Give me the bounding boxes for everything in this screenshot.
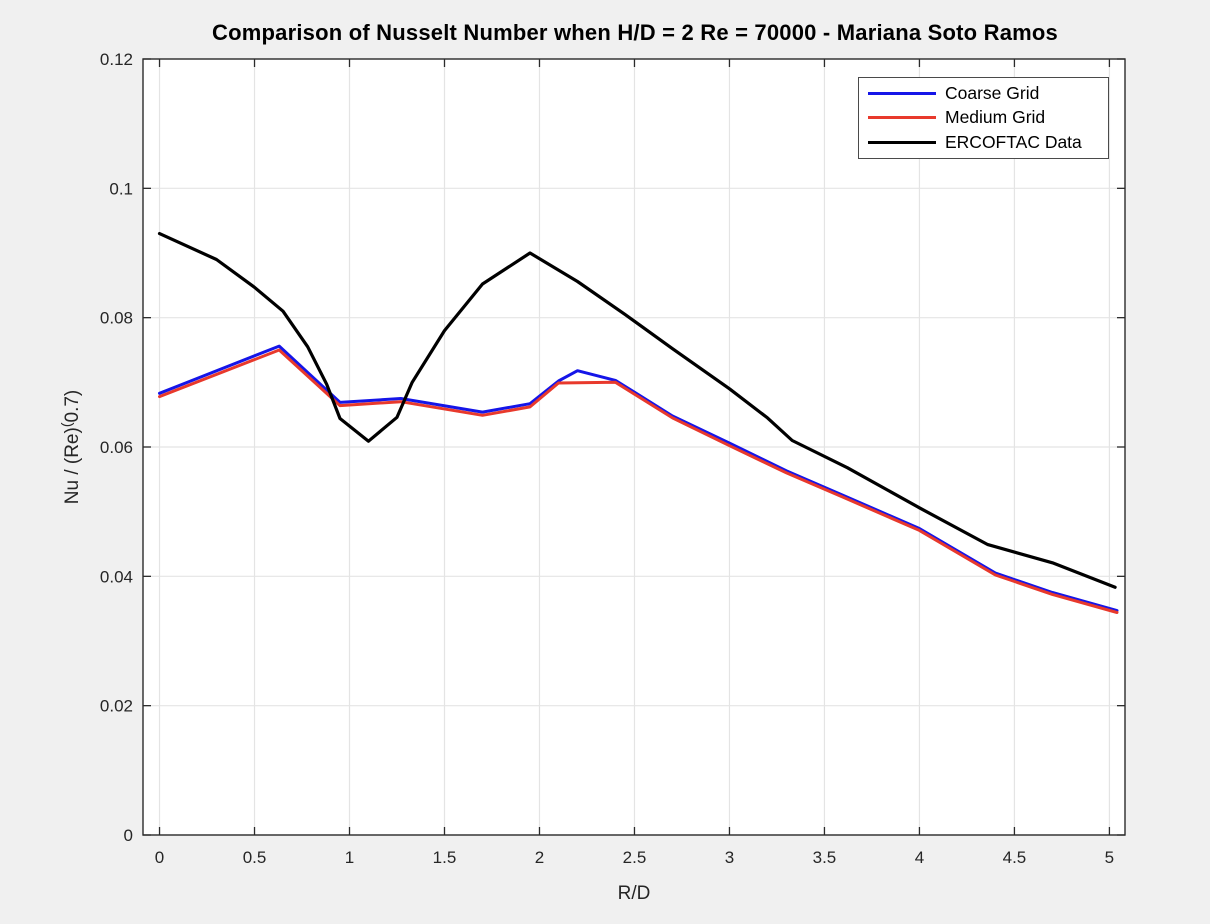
legend: Coarse Grid Medium Grid ERCOFTAC Data [858, 77, 1109, 159]
y-axis-label-superscript: ( [58, 422, 74, 428]
x-tick-label: 4 [915, 848, 924, 867]
y-tick-label: 0.06 [100, 438, 133, 457]
x-tick-label: 0.5 [243, 848, 267, 867]
y-tick-label: 0.02 [100, 697, 133, 716]
chart-title: Comparison of Nusselt Number when H/D = … [212, 20, 1058, 45]
series-line-medium-grid [158, 348, 1119, 614]
series-line-coarse-grid [158, 344, 1119, 613]
y-tick-label: 0.04 [100, 567, 133, 586]
series-line-ercoftac-data [157, 232, 1117, 589]
y-axis-label-main: Nu / (Re) [62, 427, 83, 505]
x-tick-label: 3 [725, 848, 734, 867]
legend-label-ercoftac-data: ERCOFTAC Data [945, 132, 1082, 153]
legend-item-ercoftac-data: ERCOFTAC Data [859, 131, 1108, 155]
legend-item-coarse-grid: Coarse Grid [859, 81, 1108, 105]
x-tick-label: 2 [535, 848, 544, 867]
y-axis-label-exponent: 0.7) [62, 389, 83, 423]
y-tick-label: 0.08 [100, 309, 133, 328]
x-tick-label: 1.5 [433, 848, 457, 867]
y-tick-label: 0 [124, 826, 133, 845]
y-tick-label: 0.1 [109, 179, 133, 198]
x-tick-label: 3.5 [813, 848, 837, 867]
x-tick-label: 0 [155, 848, 164, 867]
legend-label-coarse-grid: Coarse Grid [945, 82, 1040, 103]
x-axis-label: R/D [617, 883, 651, 904]
legend-item-medium-grid: Medium Grid [859, 106, 1108, 130]
legend-label-medium-grid: Medium Grid [945, 107, 1046, 128]
y-tick-label: 0.12 [100, 50, 133, 69]
x-tick-label: 4.5 [1003, 848, 1027, 867]
x-tick-label: 1 [345, 848, 354, 867]
x-tick-label: 5 [1105, 848, 1114, 867]
legend-line-coarse-grid [868, 91, 936, 95]
legend-line-ercoftac-data [868, 141, 936, 145]
x-tick-label: 2.5 [623, 848, 647, 867]
legend-line-medium-grid [868, 116, 936, 120]
y-axis-label: Nu / (Re)(0.7) [58, 390, 84, 505]
